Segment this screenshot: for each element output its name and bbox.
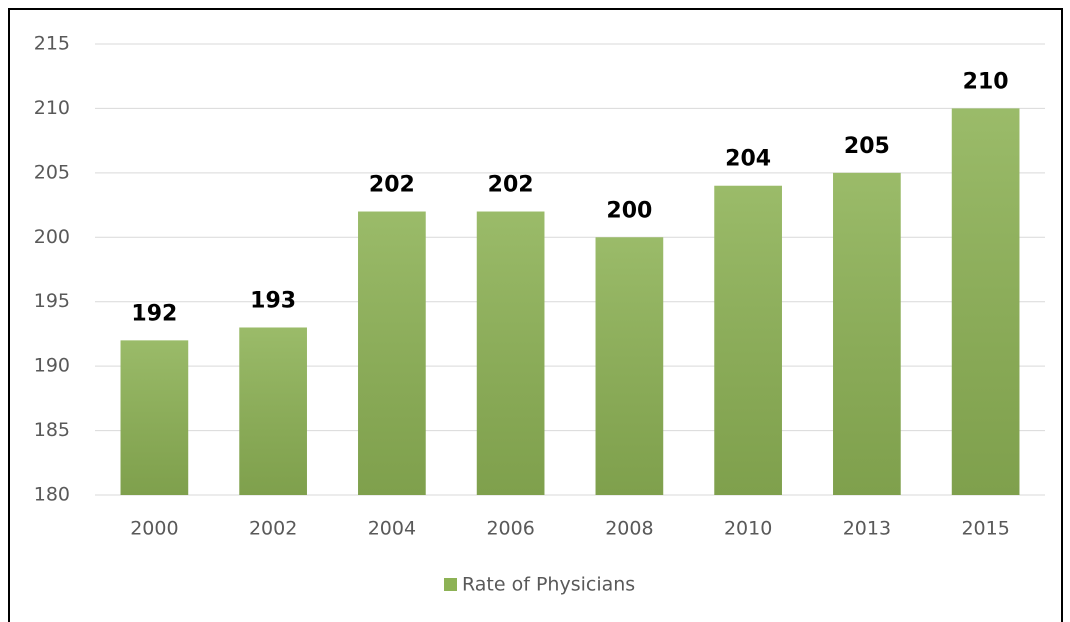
chart-border bbox=[8, 8, 1063, 622]
bar bbox=[120, 340, 189, 495]
y-tick-label: 195 bbox=[34, 290, 70, 312]
bar bbox=[239, 327, 307, 495]
x-tick-label: 2013 bbox=[843, 518, 891, 540]
x-tick-label: 2006 bbox=[486, 518, 534, 540]
data-label: 202 bbox=[488, 173, 534, 198]
data-label: 202 bbox=[369, 173, 415, 198]
data-label: 204 bbox=[725, 147, 771, 172]
y-tick-label: 215 bbox=[34, 33, 70, 55]
bar bbox=[358, 211, 426, 495]
bar bbox=[714, 185, 782, 495]
y-tick-label: 180 bbox=[34, 484, 70, 506]
y-tick-label: 210 bbox=[34, 97, 70, 119]
data-label: 193 bbox=[250, 288, 296, 313]
x-tick-label: 2010 bbox=[724, 518, 772, 540]
data-label: 205 bbox=[844, 134, 890, 159]
y-tick-label: 190 bbox=[34, 355, 70, 377]
data-label: 200 bbox=[606, 198, 652, 223]
legend-label: Rate of Physicians bbox=[462, 574, 635, 596]
bar bbox=[951, 108, 1020, 495]
bar bbox=[595, 237, 664, 496]
bar bbox=[476, 211, 545, 495]
data-label: 210 bbox=[963, 69, 1009, 94]
y-tick-label: 185 bbox=[34, 419, 70, 441]
x-tick-label: 2015 bbox=[961, 518, 1009, 540]
y-tick-label: 200 bbox=[34, 226, 70, 248]
x-tick-label: 2004 bbox=[368, 518, 416, 540]
bar bbox=[833, 172, 901, 495]
y-tick-label: 205 bbox=[34, 161, 70, 183]
data-label: 192 bbox=[131, 301, 177, 326]
legend-swatch bbox=[444, 578, 457, 591]
x-tick-label: 2000 bbox=[130, 518, 178, 540]
x-tick-label: 2008 bbox=[605, 518, 653, 540]
x-tick-label: 2002 bbox=[249, 518, 297, 540]
